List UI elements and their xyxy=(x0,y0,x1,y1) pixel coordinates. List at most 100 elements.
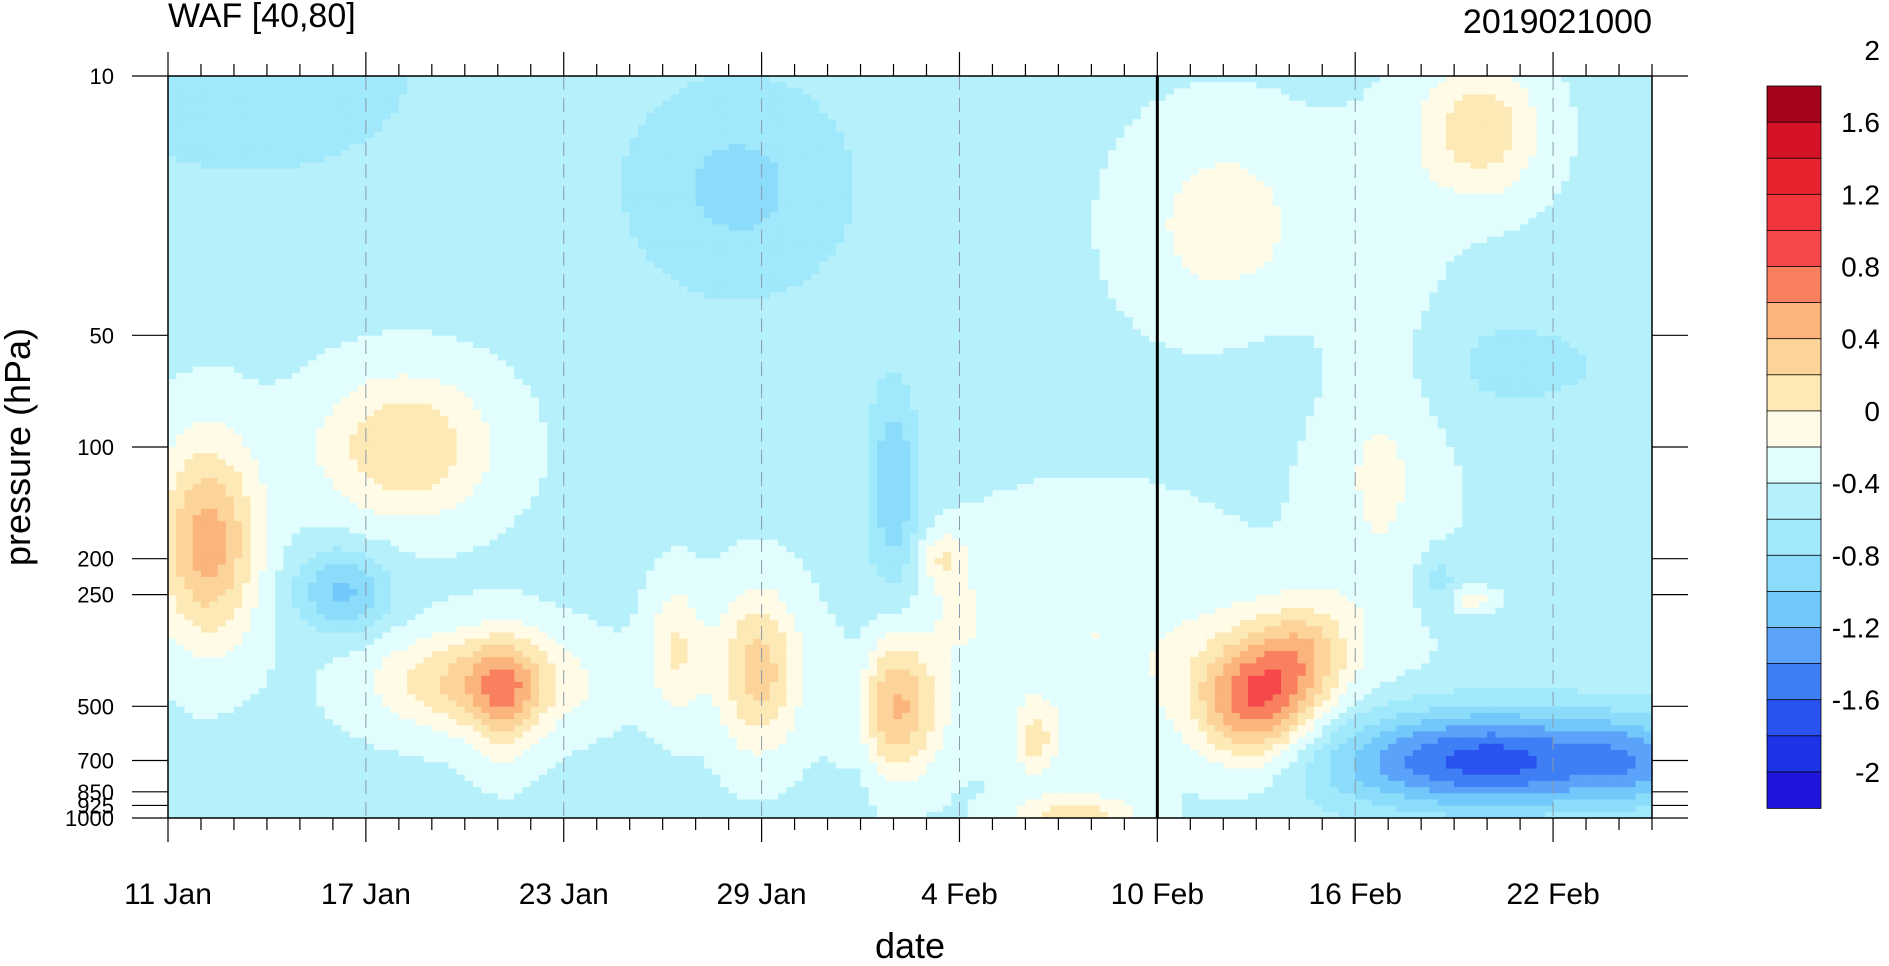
field-cell xyxy=(374,138,383,145)
field-cell xyxy=(1594,82,1603,89)
field-cell xyxy=(729,76,738,83)
field-cell xyxy=(1471,138,1480,145)
field-cell xyxy=(391,88,400,95)
field-cell xyxy=(349,119,358,126)
field-cell xyxy=(935,76,944,83)
field-cell xyxy=(654,107,663,114)
field-cell xyxy=(523,125,532,132)
field-cell xyxy=(1133,138,1142,145)
field-cell xyxy=(292,101,301,108)
field-cell xyxy=(1297,101,1306,108)
field-cell xyxy=(217,125,226,132)
field-cell xyxy=(1256,132,1265,139)
field-cell xyxy=(1363,107,1372,114)
field-cell xyxy=(1545,88,1554,95)
field-cell xyxy=(1050,101,1059,108)
field-cell xyxy=(605,101,614,108)
field-cell xyxy=(1627,138,1636,145)
field-cell xyxy=(300,76,309,83)
field-cell xyxy=(176,144,185,151)
field-cell xyxy=(564,132,573,139)
field-cell xyxy=(250,76,259,83)
field-cell xyxy=(597,138,606,145)
field-cell xyxy=(1314,125,1323,132)
field-cell xyxy=(259,88,268,95)
field-cell xyxy=(1306,88,1315,95)
field-cell xyxy=(1504,138,1513,145)
field-cell xyxy=(184,132,193,139)
field-cell xyxy=(762,138,771,145)
field-cell xyxy=(951,82,960,89)
field-cell xyxy=(415,144,424,151)
field-cell xyxy=(358,119,367,126)
field-cell xyxy=(580,113,589,120)
field-cell xyxy=(448,113,457,120)
field-cell xyxy=(572,144,581,151)
field-cell xyxy=(1627,101,1636,108)
field-cell xyxy=(1553,101,1562,108)
field-cell xyxy=(597,88,606,95)
field-cell xyxy=(1594,113,1603,120)
field-cell xyxy=(1116,101,1125,108)
field-cell xyxy=(1339,107,1348,114)
field-cell xyxy=(1603,76,1612,83)
field-cell xyxy=(1232,132,1241,139)
field-cell xyxy=(712,107,721,114)
field-cell xyxy=(209,113,218,120)
field-cell xyxy=(1141,119,1150,126)
field-cell xyxy=(1594,101,1603,108)
field-cell xyxy=(382,132,391,139)
field-cell xyxy=(1215,125,1224,132)
field-cell xyxy=(712,144,721,151)
field-cell xyxy=(671,95,680,102)
field-cell xyxy=(308,132,317,139)
field-cell xyxy=(935,101,944,108)
field-cell xyxy=(696,144,705,151)
field-cell xyxy=(992,76,1001,83)
field-cell xyxy=(209,82,218,89)
field-cell xyxy=(885,113,894,120)
field-cell xyxy=(1075,113,1084,120)
field-cell xyxy=(630,132,639,139)
field-cell xyxy=(555,101,564,108)
field-cell xyxy=(1297,138,1306,145)
field-cell xyxy=(1627,113,1636,120)
field-cell xyxy=(1578,113,1587,120)
field-cell xyxy=(300,144,309,151)
field-cell xyxy=(1570,101,1579,108)
field-cell xyxy=(1297,76,1306,83)
field-cell xyxy=(201,95,210,102)
field-cell xyxy=(1471,95,1480,102)
field-cell xyxy=(1528,107,1537,114)
field-cell xyxy=(720,95,729,102)
field-cell xyxy=(1619,138,1628,145)
field-cell xyxy=(613,88,622,95)
field-cell xyxy=(498,101,507,108)
field-cell xyxy=(597,107,606,114)
field-cell xyxy=(399,95,408,102)
field-cell xyxy=(1207,76,1216,83)
field-cell xyxy=(1050,113,1059,120)
field-cell xyxy=(465,95,474,102)
field-cell xyxy=(448,138,457,145)
field-cell xyxy=(803,119,812,126)
field-cell xyxy=(861,88,870,95)
field-cell xyxy=(1174,138,1183,145)
field-cell xyxy=(1001,101,1010,108)
field-cell xyxy=(671,138,680,145)
field-cell xyxy=(968,88,977,95)
field-cell xyxy=(918,132,927,139)
field-cell xyxy=(1289,119,1298,126)
field-cell xyxy=(1528,88,1537,95)
field-cell xyxy=(457,138,466,145)
field-cell xyxy=(1578,125,1587,132)
field-cell xyxy=(341,82,350,89)
field-cell xyxy=(366,125,375,132)
field-cell xyxy=(514,113,523,120)
field-cell xyxy=(836,132,845,139)
field-cell xyxy=(275,95,284,102)
field-cell xyxy=(819,119,828,126)
field-cell xyxy=(333,82,342,89)
field-cell xyxy=(1034,119,1043,126)
field-cell xyxy=(250,101,259,108)
